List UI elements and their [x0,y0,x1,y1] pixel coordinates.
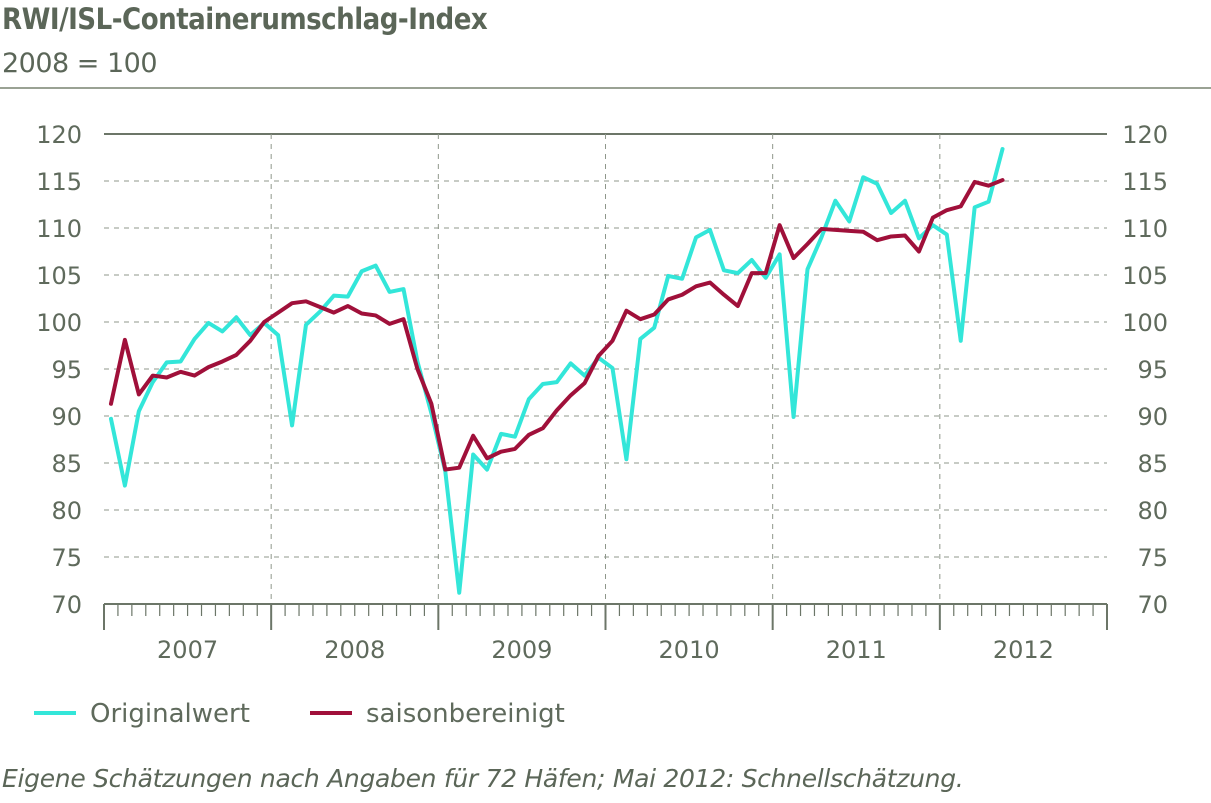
y-tick-right-100: 100 [1122,309,1168,337]
legend-label-seasonal: saisonbereinigt [366,699,565,729]
y-tick-right-115: 115 [1122,168,1168,196]
y-tick-right-105: 105 [1122,262,1168,290]
y-tick-right-75: 75 [1137,544,1168,572]
legend: Originalwert saisonbereinigt [34,699,565,729]
grid-lines [104,133,1107,604]
series-line-seasonal [108,178,1005,472]
y-tick-right-70: 70 [1137,591,1168,619]
x-tick-label-2008: 2008 [324,636,385,664]
y-tick-left-80: 80 [51,497,82,525]
x-tick-label-2010: 2010 [659,636,720,664]
y-tick-right-120: 120 [1122,121,1168,149]
y-tick-left-70: 70 [51,591,82,619]
source-footnote: Eigene Schätzungen nach Angaben für 72 H… [2,764,964,793]
y-tick-left-100: 100 [36,309,82,337]
y-tick-left-95: 95 [51,356,82,384]
chart-subtitle: 2008 = 100 [2,48,158,79]
series-lines [108,147,1005,595]
y-tick-left-110: 110 [36,215,82,243]
series-line-original [108,147,1005,595]
legend-label-original: Originalwert [90,699,250,729]
y-tick-left-105: 105 [36,262,82,290]
x-tick-label-2007: 2007 [157,636,218,664]
y-tick-left-90: 90 [51,403,82,431]
y-tick-left-75: 75 [51,544,82,572]
y-tick-left-115: 115 [36,168,82,196]
y-tick-right-95: 95 [1137,356,1168,384]
line-chart: 70 70 75 75 80 80 85 85 90 90 95 95 100 100 105 105 110 1… [34,121,1168,729]
axes: 70 70 75 75 80 80 85 85 90 90 95 95 100 100 105 105 110 1… [36,121,1168,664]
y-tick-left-85: 85 [51,450,82,478]
x-tick-label-2011: 2011 [826,636,887,664]
y-tick-right-110: 110 [1122,215,1168,243]
y-tick-left-120: 120 [36,121,82,149]
header-divider [0,87,1211,89]
y-tick-right-90: 90 [1137,403,1168,431]
x-tick-label-2009: 2009 [491,636,552,664]
y-tick-right-85: 85 [1137,450,1168,478]
y-tick-right-80: 80 [1137,497,1168,525]
chart-title: RWI/ISL-Containerumschlag-Index [2,2,488,36]
x-tick-label-2012: 2012 [993,636,1054,664]
